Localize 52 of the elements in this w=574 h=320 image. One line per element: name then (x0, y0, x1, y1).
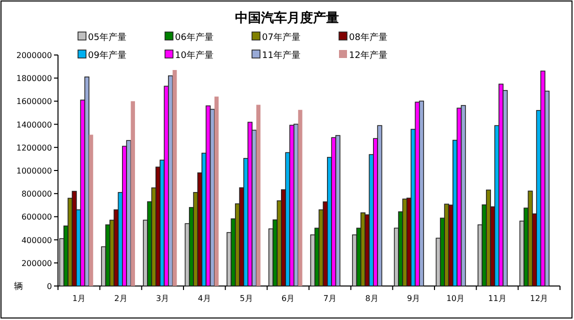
bar (126, 140, 132, 286)
bar (88, 134, 94, 286)
y-tick-label: 400000 (21, 236, 52, 245)
bar (130, 101, 135, 286)
bar (84, 76, 90, 286)
y-tick-label: 1200000 (16, 143, 52, 152)
y-tick-label: 200000 (21, 258, 52, 268)
legend-label: 08年产量 (349, 32, 388, 43)
x-tick-label: 1月 (72, 294, 86, 303)
bar (256, 104, 260, 286)
y-tick-label: 2000000 (16, 51, 52, 60)
x-tick-label: 6月 (282, 294, 295, 303)
x-tick-label: 8月 (365, 294, 378, 303)
x-tick-label: 9月 (407, 294, 420, 303)
bar (335, 135, 340, 286)
y-tick-label: 1000000 (16, 166, 52, 176)
bar (168, 75, 174, 286)
x-tick-label: 3月 (156, 294, 170, 303)
x-tick-label: 10月 (446, 294, 465, 303)
y-axis-title: 辆 (14, 281, 23, 292)
x-tick-label: 12月 (530, 294, 548, 303)
bar (377, 125, 382, 286)
legend-label: 09年产量 (88, 50, 126, 61)
y-tick-label: 800000 (21, 190, 52, 199)
legend-label: 05年产量 (88, 32, 126, 43)
bar (206, 105, 211, 286)
legend-label: 06年产量 (175, 32, 214, 43)
bar (210, 108, 215, 286)
x-tick-label: 2月 (114, 294, 128, 303)
bar (172, 70, 177, 286)
y-tick-label: 1400000 (16, 120, 52, 130)
y-tick-label: 1800000 (16, 74, 52, 84)
bar (460, 105, 466, 286)
x-tick-label: 5月 (240, 294, 253, 303)
y-tick-label: 1600000 (16, 97, 52, 106)
bar (419, 100, 424, 286)
bar (294, 124, 299, 286)
chart-title: 中国汽车月度产量 (235, 10, 339, 26)
x-tick-label: 11月 (488, 294, 506, 303)
bar (444, 204, 450, 286)
bar (331, 137, 336, 286)
y-tick-label: 600000 (21, 212, 52, 222)
bar (456, 108, 462, 286)
y-tick-label: 0 (46, 282, 52, 291)
legend-label: 11年产量 (262, 50, 300, 61)
legend-label: 10年产量 (175, 50, 214, 61)
x-tick-label: 4月 (198, 294, 211, 303)
x-tick-label: 7月 (323, 294, 336, 303)
legend-label: 07年产量 (262, 32, 300, 43)
legend-label: 12年产量 (349, 50, 388, 61)
bar (298, 110, 302, 286)
bar (214, 96, 219, 286)
